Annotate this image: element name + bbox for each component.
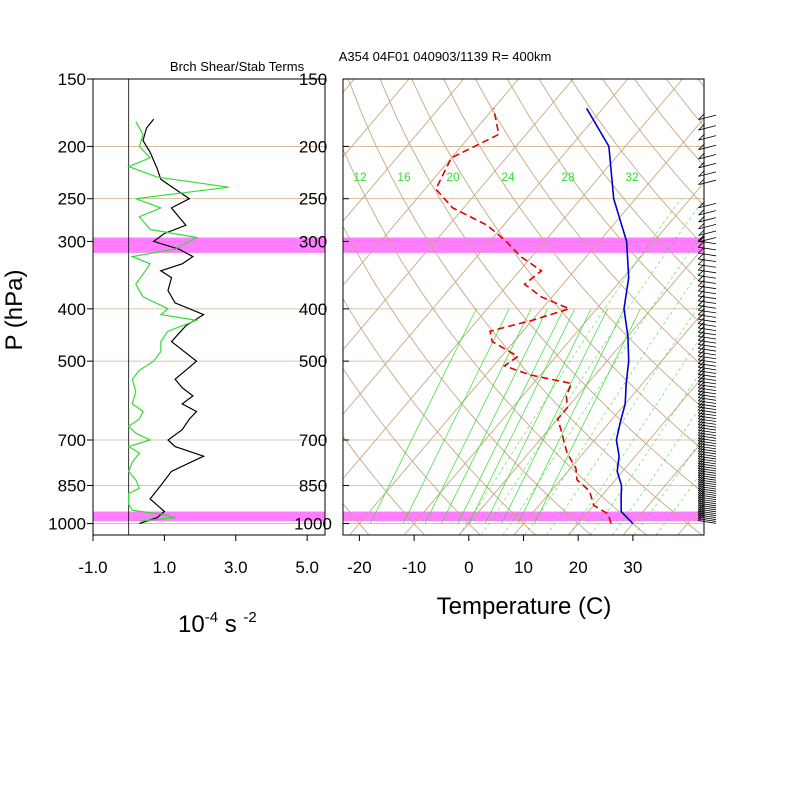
- left-x-axis-label: 10-4 s -2: [178, 609, 257, 638]
- right-x-tick-label: -20: [347, 558, 372, 577]
- left-y-tick-label: 300: [58, 232, 86, 251]
- isotherm: [623, 79, 800, 535]
- highlight-band-0: [343, 237, 704, 252]
- isotherm: [0, 79, 245, 535]
- left-series-green: [129, 122, 229, 522]
- mixing-ratio-line: [425, 309, 531, 524]
- dry-adiabat: [253, 79, 536, 535]
- dry-adiabat: [475, 79, 800, 535]
- left-y-tick-label: 250: [58, 190, 86, 209]
- right-x-tick-label: 0: [464, 558, 473, 577]
- right-y-tick-label: 500: [299, 352, 327, 371]
- dry-adiabat: [698, 79, 800, 535]
- mixing-ratio-line: [458, 309, 564, 524]
- left-y-tick-label: 500: [58, 352, 86, 371]
- left-x-tick-label: -1.0: [78, 558, 107, 577]
- dry-adiabat: [285, 79, 591, 535]
- mixing-ratio-label: 24: [501, 170, 515, 184]
- isotherm: [0, 79, 190, 535]
- isotherm: [733, 79, 800, 535]
- right-x-tick-label: 30: [623, 558, 642, 577]
- mixing-ratio-line: [469, 309, 575, 524]
- right-x-tick-label: 20: [569, 558, 588, 577]
- skewt-plot-area: [0, 79, 800, 535]
- left-x-unit-base: 10: [178, 611, 205, 638]
- mixing-ratio-label: 12: [353, 170, 367, 184]
- left-x-unit-exp1: -4: [205, 609, 218, 626]
- wind-barbs: [698, 114, 716, 524]
- mixing-ratio-label: 32: [625, 170, 639, 184]
- isotherm: [76, 79, 464, 535]
- dry-adiabat: [539, 79, 800, 535]
- isotherm: [514, 79, 800, 535]
- wind-barb: [698, 259, 716, 262]
- right-y-tick-label: 1000: [294, 515, 332, 534]
- dry-adiabat: [571, 79, 800, 535]
- left-highlight-band-0: [93, 237, 325, 252]
- right-x-tick-label: -10: [402, 558, 427, 577]
- left-plot-area: [93, 79, 325, 535]
- right-y-tick-label: 250: [299, 190, 327, 209]
- right-y-tick-label: 850: [299, 476, 327, 495]
- isotherm: [350, 79, 738, 535]
- right-y-tick-label: 700: [299, 431, 327, 450]
- right-y-tick-label: 150: [299, 70, 327, 89]
- left-y-tick-label: 200: [58, 137, 86, 156]
- isotherm: [404, 79, 792, 535]
- dry-adiabat: [730, 79, 800, 535]
- mixing-ratio-label: 20: [446, 170, 460, 184]
- dry-adiabat: [666, 79, 800, 535]
- mixing-ratio-line: [534, 309, 640, 524]
- mixing-ratio-line: [403, 309, 509, 524]
- isotherm: [678, 79, 800, 535]
- right-x-tick-label: 10: [514, 558, 533, 577]
- dry-adiabat: [762, 79, 800, 535]
- left-highlight-band-1: [93, 512, 325, 522]
- mixing-ratio-line: [502, 309, 608, 524]
- left-y-tick-label: 150: [58, 70, 86, 89]
- skewt-frame: [343, 79, 704, 535]
- right-y-tick-label: 200: [299, 137, 327, 156]
- left-y-tick-label: 1000: [48, 515, 86, 534]
- left-x-unit-mid: s: [218, 611, 243, 638]
- left-panel: 150 200 250 300 400 500 700 850 1000 -1.0 1.0 3.0 5.…: [48, 70, 325, 577]
- left-x-tick-label: 1.0: [153, 558, 177, 577]
- dry-adiabat: [634, 79, 800, 535]
- dry-adiabat: [348, 79, 702, 535]
- left-x-unit-exp2: -2: [243, 609, 256, 626]
- mixing-ratio-line: [518, 309, 624, 524]
- left-panel-title: Brch Shear/Stab Terms: [170, 59, 305, 74]
- right-y-tick-label: 400: [299, 300, 327, 319]
- isotherm: [787, 79, 800, 535]
- wind-barb: [698, 265, 716, 268]
- right-x-axis-label: Temperature (C): [437, 593, 612, 620]
- left-y-tick-label: 700: [58, 431, 86, 450]
- left-y-tick-label: 850: [58, 476, 86, 495]
- left-x-tick-label: 3.0: [224, 558, 248, 577]
- mixing-ratio-label: 16: [397, 170, 411, 184]
- y-axis-label: P (hPa): [1, 270, 28, 351]
- dry-adiabat: [158, 79, 370, 535]
- isotherm: [0, 79, 300, 535]
- right-y-tick-label: 300: [299, 232, 327, 251]
- left-y-tick-label: 400: [58, 300, 86, 319]
- mixing-ratio-line: [370, 309, 476, 524]
- isotherm: [459, 79, 800, 535]
- chart-title: A354 04F01 040903/1139 R= 400km: [339, 49, 552, 64]
- dry-adiabat: [126, 79, 314, 535]
- left-x-tick-label: 5.0: [295, 558, 319, 577]
- left-frame: [93, 79, 325, 535]
- wind-barb: [698, 253, 716, 256]
- mixing-ratio-label: 28: [561, 170, 575, 184]
